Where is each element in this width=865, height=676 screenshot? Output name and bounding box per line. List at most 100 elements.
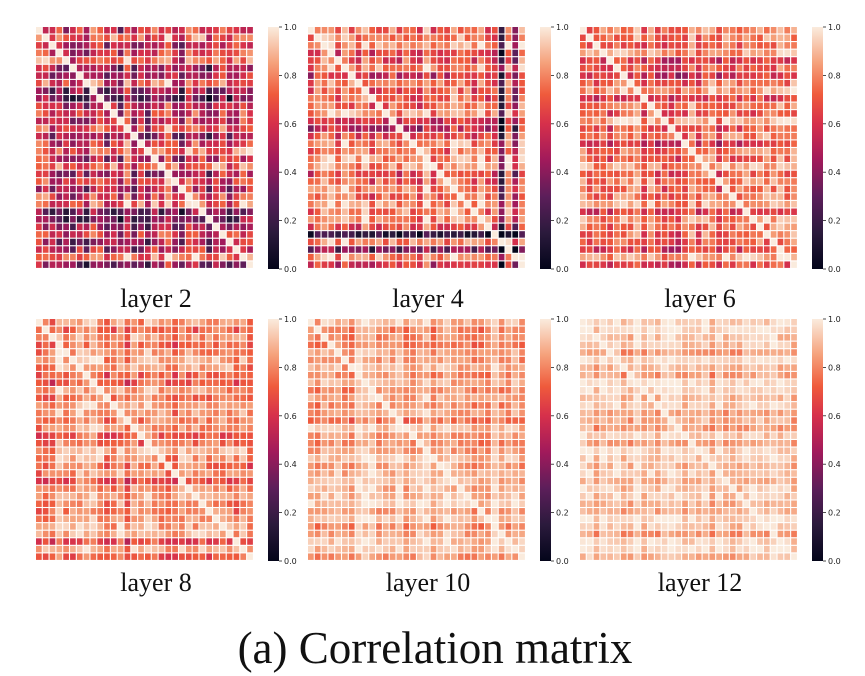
heatmap-cell xyxy=(49,477,56,485)
heatmap-cell xyxy=(226,79,233,87)
heatmap-cell xyxy=(199,238,206,246)
heatmap-cell xyxy=(328,326,335,334)
heatmap-cell xyxy=(682,200,688,208)
heatmap-cell xyxy=(233,492,240,500)
heatmap-cell xyxy=(124,27,131,34)
heatmap-cell xyxy=(736,87,743,94)
heatmap-cell xyxy=(83,110,90,117)
heatmap-cell xyxy=(348,117,355,125)
heatmap-cell xyxy=(614,102,620,110)
heatmap-cell xyxy=(321,379,328,386)
heatmap-cell xyxy=(172,140,178,147)
heatmap-cell xyxy=(641,246,648,253)
heatmap-cell xyxy=(417,49,423,57)
heatmap-cell xyxy=(498,110,505,117)
heatmap-cell xyxy=(247,216,253,223)
heatmap-cell xyxy=(627,132,634,140)
heatmap-cell xyxy=(213,523,219,530)
heatmap-cell xyxy=(138,148,144,155)
heatmap-cell xyxy=(369,178,376,185)
heatmap-cell xyxy=(586,34,593,42)
heatmap-cell xyxy=(382,447,389,455)
heatmap-cell xyxy=(519,200,525,208)
heatmap-cell xyxy=(335,462,341,470)
heatmap-cell xyxy=(369,185,376,193)
heatmap-cell xyxy=(76,379,83,386)
heatmap-cell xyxy=(247,470,253,477)
heatmap-cell xyxy=(729,125,736,132)
heatmap-cell xyxy=(151,253,158,261)
heatmap-cell xyxy=(90,95,97,102)
heatmap-cell xyxy=(63,79,69,87)
heatmap-cell xyxy=(83,341,90,349)
heatmap-cell xyxy=(90,371,97,379)
heatmap-cell xyxy=(321,34,328,42)
heatmap-cell xyxy=(498,140,505,147)
heatmap-cell xyxy=(56,117,63,125)
heatmap-cell xyxy=(90,447,97,455)
heatmap-cell xyxy=(240,530,247,538)
heatmap-cell xyxy=(689,163,695,170)
heatmap-cell xyxy=(97,87,104,94)
heatmap-cell xyxy=(627,261,634,268)
heatmap-cell xyxy=(158,545,165,553)
heatmap-cell xyxy=(417,261,423,268)
heatmap-cell xyxy=(464,246,471,253)
heatmap-cell xyxy=(382,148,389,155)
heatmap-cell xyxy=(471,508,478,515)
heatmap-cell xyxy=(192,102,199,110)
heatmap-cell xyxy=(97,140,104,147)
heatmap-cell xyxy=(42,34,49,42)
heatmap-cell xyxy=(63,356,69,364)
heatmap-cell xyxy=(423,455,430,462)
heatmap-cell xyxy=(491,246,498,253)
heatmap-cell xyxy=(403,364,410,371)
heatmap-cell xyxy=(648,200,654,208)
heatmap-cell xyxy=(444,500,450,507)
heatmap-cell xyxy=(471,200,478,208)
heatmap-cell xyxy=(586,27,593,34)
heatmap-cell xyxy=(110,117,117,125)
heatmap-cell xyxy=(240,223,247,231)
heatmap-cell xyxy=(138,417,144,424)
heatmap-cell xyxy=(743,208,750,215)
heatmap-cell xyxy=(117,432,124,439)
heatmap-cell xyxy=(138,356,144,364)
heatmap-cell xyxy=(199,530,206,538)
heatmap-cell xyxy=(478,500,485,507)
heatmap-cell xyxy=(641,185,648,193)
heatmap-cell xyxy=(505,117,512,125)
heatmap-cell xyxy=(335,57,341,64)
heatmap-cell xyxy=(342,34,348,42)
heatmap-cell xyxy=(219,553,226,560)
heatmap-cell xyxy=(423,231,430,238)
heatmap-cell xyxy=(206,155,213,163)
heatmap-cell xyxy=(247,72,253,79)
heatmap-cell xyxy=(219,185,226,193)
heatmap-cell xyxy=(70,364,76,371)
heatmap-cell xyxy=(83,216,90,223)
heatmap-cell xyxy=(63,515,69,523)
heatmap-cell xyxy=(240,49,247,57)
heatmap-cell xyxy=(396,246,403,253)
heatmap-cell xyxy=(213,27,219,34)
heatmap-cell xyxy=(512,178,519,185)
heatmap-cell xyxy=(471,208,478,215)
heatmap-cell xyxy=(519,371,525,379)
heatmap-cell xyxy=(627,193,634,200)
heatmap-cell xyxy=(240,42,247,49)
heatmap-cell xyxy=(240,132,247,140)
heatmap-cell xyxy=(444,409,450,417)
heatmap-cell xyxy=(417,208,423,215)
heatmap-cell xyxy=(138,477,144,485)
heatmap-cell xyxy=(369,49,376,57)
heatmap-cell xyxy=(580,148,586,155)
heatmap-cell xyxy=(661,246,668,253)
heatmap-cell xyxy=(519,261,525,268)
heatmap-cell xyxy=(179,200,185,208)
heatmap-cell xyxy=(348,364,355,371)
heatmap-cell xyxy=(179,261,185,268)
heatmap-cell xyxy=(362,326,369,334)
heatmap-cell xyxy=(668,238,675,246)
heatmap-cell xyxy=(213,132,219,140)
